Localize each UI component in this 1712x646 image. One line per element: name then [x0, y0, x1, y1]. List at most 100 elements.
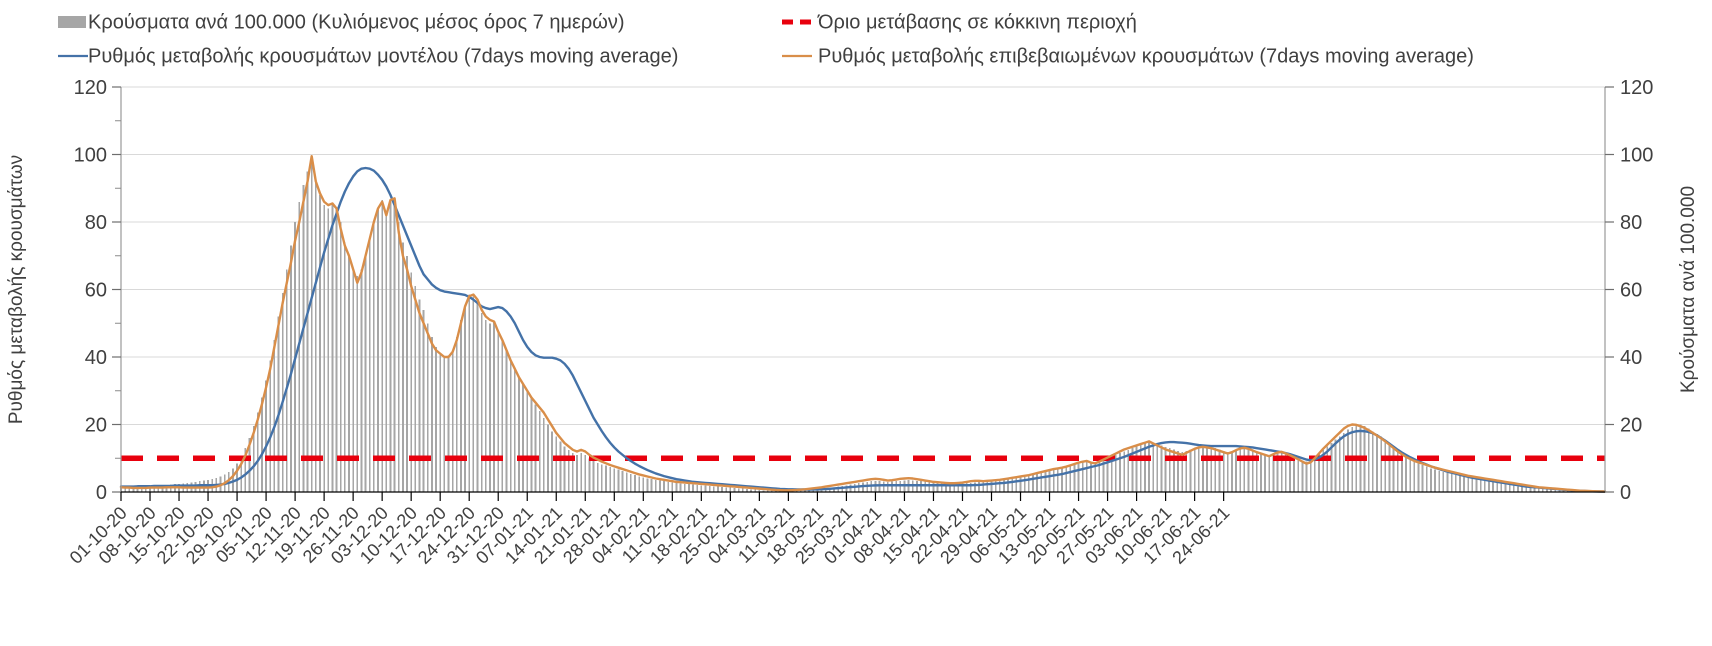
bar [464, 306, 466, 493]
bar [1500, 483, 1503, 492]
bar [675, 483, 678, 492]
bar [339, 222, 342, 492]
bar [1471, 478, 1474, 492]
bar [140, 486, 143, 492]
bar [381, 200, 384, 492]
bar [501, 340, 504, 493]
bar [1040, 473, 1043, 492]
bar [153, 485, 156, 492]
bar [1492, 482, 1494, 492]
y-axis-left-title: Ρυθμός μεταβολής κρουσμάτων [6, 155, 27, 424]
bar [555, 436, 558, 492]
bar [824, 488, 827, 493]
y-axis-left-tick-label: 120 [74, 77, 107, 99]
bar [248, 438, 251, 492]
line-series-model-rate [119, 166, 1607, 493]
bar [509, 360, 512, 493]
bar [559, 441, 562, 493]
bar [132, 487, 135, 492]
legend-item-red-threshold[interactable]: Όριο μετάβασης σε κόκκινη περιοχή [782, 11, 1137, 33]
bar [1396, 449, 1399, 492]
bar [1019, 477, 1022, 492]
bar [584, 454, 587, 493]
bar [472, 296, 475, 492]
bar [1322, 449, 1324, 492]
legend-item-model-rate[interactable]: Ρυθμός μεταβολής κρουσμάτων μοντέλου (7d… [58, 45, 678, 67]
bar [1525, 487, 1528, 492]
bar [613, 468, 616, 493]
bar [505, 350, 508, 492]
bar [1264, 454, 1266, 492]
bar [816, 489, 819, 492]
bar [480, 313, 483, 493]
bar [402, 242, 404, 492]
bar [269, 360, 272, 493]
bar [1533, 488, 1536, 492]
bar [451, 350, 454, 492]
bar [659, 480, 661, 492]
bar [945, 483, 947, 492]
bar [1388, 443, 1391, 492]
bar [1131, 448, 1134, 493]
bar [348, 255, 350, 492]
bar [932, 482, 935, 492]
bar [435, 346, 437, 493]
y-axis-left-tick-label: 40 [85, 347, 107, 369]
bar [891, 481, 893, 492]
bar [1255, 451, 1258, 492]
bar [1272, 454, 1275, 492]
bar [1185, 450, 1188, 492]
line-series-confirmed-rate [119, 154, 1607, 493]
bar [542, 417, 545, 492]
bar [1450, 474, 1453, 492]
bar [580, 453, 582, 492]
bar [530, 397, 533, 492]
x-axis-ticks: 01-10-2008-10-2015-10-2022-10-2029-10-20… [66, 492, 1233, 568]
bar [327, 208, 330, 492]
y-axis-right-tick-label: 60 [1620, 280, 1642, 302]
bar [1110, 456, 1113, 492]
bar [957, 483, 960, 492]
bar [1007, 479, 1009, 492]
legend-item-cases-per-100k[interactable]: Κρούσματα ανά 100.000 (Κυλιόμενος μέσος … [58, 11, 625, 33]
legend-label: Κρούσματα ανά 100.000 (Κυλιόμενος μέσος … [88, 11, 625, 33]
bar [1313, 456, 1316, 492]
bar [265, 380, 267, 493]
bar [998, 480, 1001, 492]
bar [621, 471, 624, 492]
bar [1392, 446, 1395, 492]
bar [538, 411, 541, 492]
bar [1164, 446, 1167, 492]
bar [522, 384, 524, 492]
bar [1309, 459, 1312, 492]
bar [389, 201, 392, 492]
bar [1127, 449, 1130, 492]
plot-area [119, 86, 1607, 493]
bar [630, 473, 632, 492]
y-axis-right-title: Κρούσματα ανά 100.000 [1678, 186, 1699, 393]
bar [567, 449, 570, 492]
bar [600, 464, 603, 492]
bar [940, 482, 943, 492]
axes: 0 20 40 60 80 100 120 0 20 40 60 80 100 120 Ρυθμός μετ… [6, 77, 1699, 568]
bar [443, 357, 446, 492]
bar [704, 485, 707, 492]
bar [692, 484, 694, 492]
bar [708, 485, 711, 492]
bar [882, 481, 885, 492]
bar [1231, 451, 1233, 492]
bar [609, 467, 612, 492]
bar [1562, 490, 1565, 492]
bar [1027, 476, 1030, 492]
bar [1048, 471, 1051, 492]
bar [410, 272, 413, 493]
bar [1214, 448, 1217, 493]
bar [1496, 482, 1499, 492]
bar [1421, 465, 1424, 492]
bar [489, 323, 491, 492]
bar [1081, 461, 1084, 493]
legend-item-confirmed-rate[interactable]: Ρυθμός μεταβολής επιβεβαιωμένων κρουσμάτ… [782, 45, 1474, 67]
bar [994, 480, 997, 492]
bar [551, 431, 553, 492]
bar [1413, 460, 1416, 492]
